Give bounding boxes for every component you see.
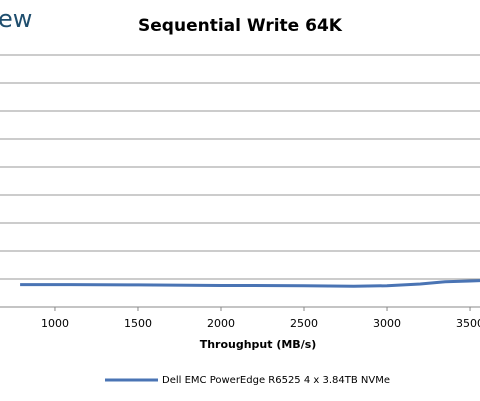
legend-label: Dell EMC PowerEdge R6525 4 x 3.84TB NVMe [162, 375, 390, 386]
x-tick-label: 2500 [290, 317, 318, 330]
chart-title: Sequential Write 64K [138, 16, 343, 36]
x-tick-label: 1000 [41, 317, 69, 330]
x-tick-label: 2000 [207, 317, 235, 330]
logo-fragment: ew [0, 5, 32, 33]
x-tick-label: 1500 [124, 317, 152, 330]
x-axis-title: Throughput (MB/s) [200, 338, 317, 351]
series-line [20, 279, 480, 288]
x-tick-label: 3500 [456, 317, 480, 330]
x-tick-label: 3000 [373, 317, 401, 330]
